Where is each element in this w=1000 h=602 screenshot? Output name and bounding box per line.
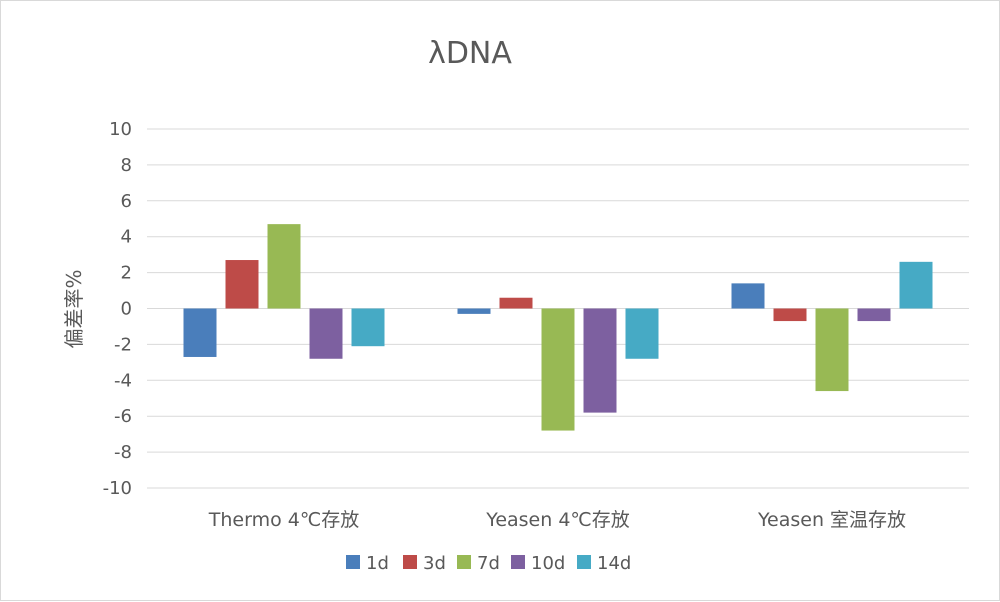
- bar-1d-0: [183, 308, 217, 357]
- bar-3d-1: [499, 297, 533, 309]
- legend-swatch-3d: [403, 555, 417, 569]
- y-tick-label: 2: [121, 263, 132, 284]
- bar-14d-2: [899, 261, 933, 309]
- x-category-label: Yeasen 4℃存放: [485, 509, 630, 531]
- bar-3d-2: [773, 308, 807, 322]
- legend-swatch-14d: [577, 555, 591, 569]
- legend-swatch-7d: [457, 555, 471, 569]
- y-tick-label: 8: [121, 155, 132, 176]
- x-axis-categories: Thermo 4℃存放 Yeasen 4℃存放 Yeasen 室温存放: [208, 509, 906, 531]
- y-tick-label: 10: [109, 119, 132, 140]
- y-tick-label: -10: [103, 478, 132, 499]
- legend-label-1d: 1d: [366, 553, 389, 574]
- bar-10d-0: [309, 308, 343, 359]
- bars: [183, 224, 933, 431]
- y-tick-label: 0: [121, 299, 132, 320]
- y-tick-label: -6: [114, 406, 132, 427]
- y-axis-ticks: 10 8 6 4 2 0 -2 -4 -6 -8 -10: [103, 119, 132, 499]
- y-axis-label: 偏差率%: [62, 269, 86, 348]
- y-tick-label: -8: [114, 442, 132, 463]
- bar-7d-0: [267, 224, 301, 309]
- bar-3d-0: [225, 260, 259, 309]
- legend: 1d 3d 7d 10d 14d: [346, 553, 631, 574]
- y-tick-label: 6: [121, 191, 132, 212]
- bar-10d-2: [857, 308, 891, 322]
- y-tick-label: 4: [121, 227, 132, 248]
- bar-1d-2: [731, 283, 765, 309]
- legend-swatch-1d: [346, 555, 360, 569]
- y-tick-label: -4: [114, 370, 132, 391]
- bar-14d-0: [351, 308, 385, 347]
- bar-7d-1: [541, 308, 575, 431]
- bar-7d-2: [815, 308, 849, 392]
- legend-label-10d: 10d: [531, 553, 565, 574]
- bar-14d-1: [625, 308, 659, 359]
- y-tick-label: -2: [114, 334, 132, 355]
- bar-1d-1: [457, 308, 491, 314]
- chart-title: λDNA: [428, 36, 512, 71]
- x-category-label: Thermo 4℃存放: [208, 509, 359, 531]
- legend-label-3d: 3d: [423, 553, 446, 574]
- x-category-label: Yeasen 室温存放: [757, 509, 906, 531]
- legend-swatch-10d: [511, 555, 525, 569]
- bar-10d-1: [583, 308, 617, 413]
- legend-label-7d: 7d: [477, 553, 500, 574]
- legend-label-14d: 14d: [597, 553, 631, 574]
